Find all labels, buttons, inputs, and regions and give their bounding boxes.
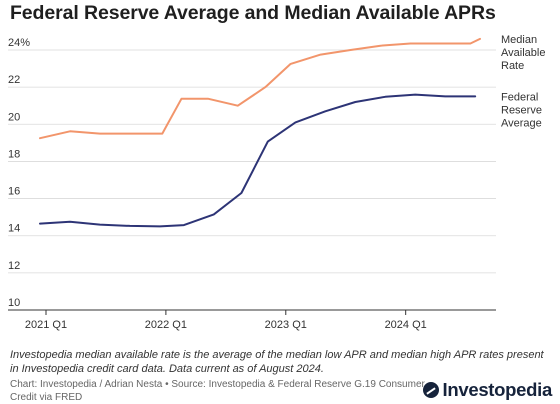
- series-label-line: Average: [501, 117, 542, 129]
- y-tick-label: 16: [8, 186, 20, 198]
- y-axis-ticks: 24% 22 20 18 16 14 12 10: [8, 37, 30, 309]
- series-lines: [39, 37, 481, 228]
- series-label-line: Median: [501, 34, 537, 46]
- x-tick-label: 2022 Q1: [145, 319, 187, 331]
- y-tick-label: 22: [8, 74, 20, 86]
- series-line-federal-reserve-average: [39, 93, 477, 228]
- y-tick-label: 24%: [8, 37, 30, 49]
- chart-title: Federal Reserve Average and Median Avail…: [10, 2, 496, 24]
- series-label-line: Rate: [501, 60, 524, 72]
- y-tick-label: 20: [8, 111, 20, 123]
- y-tick-label: 14: [8, 223, 20, 235]
- y-tick-label: 12: [8, 260, 20, 272]
- x-tick-label: 2021 Q1: [25, 319, 67, 331]
- chart-source: Chart: Investopedia / Adrian Nesta • Sou…: [10, 379, 425, 403]
- y-tick-label: 10: [8, 297, 20, 309]
- series-label-line: Reserve: [501, 104, 542, 116]
- brand: Investopedia: [422, 379, 553, 401]
- brand-name: Investopedia: [442, 379, 553, 400]
- x-tick-label: 2023 Q1: [265, 319, 307, 331]
- grid-lines: [8, 49, 496, 311]
- y-tick-label: 18: [8, 148, 20, 160]
- series-label-line: Federal: [501, 91, 538, 103]
- x-axis-ticks: 2021 Q1 2022 Q1 2023 Q1 2024 Q1: [25, 310, 427, 331]
- x-tick-label: 2024 Q1: [385, 319, 427, 331]
- series-line-median-available-rate: [39, 37, 481, 140]
- investopedia-logo-icon: [422, 382, 439, 398]
- series-label-line: Available: [501, 47, 545, 59]
- chart-note: Investopedia median available rate is th…: [10, 349, 544, 375]
